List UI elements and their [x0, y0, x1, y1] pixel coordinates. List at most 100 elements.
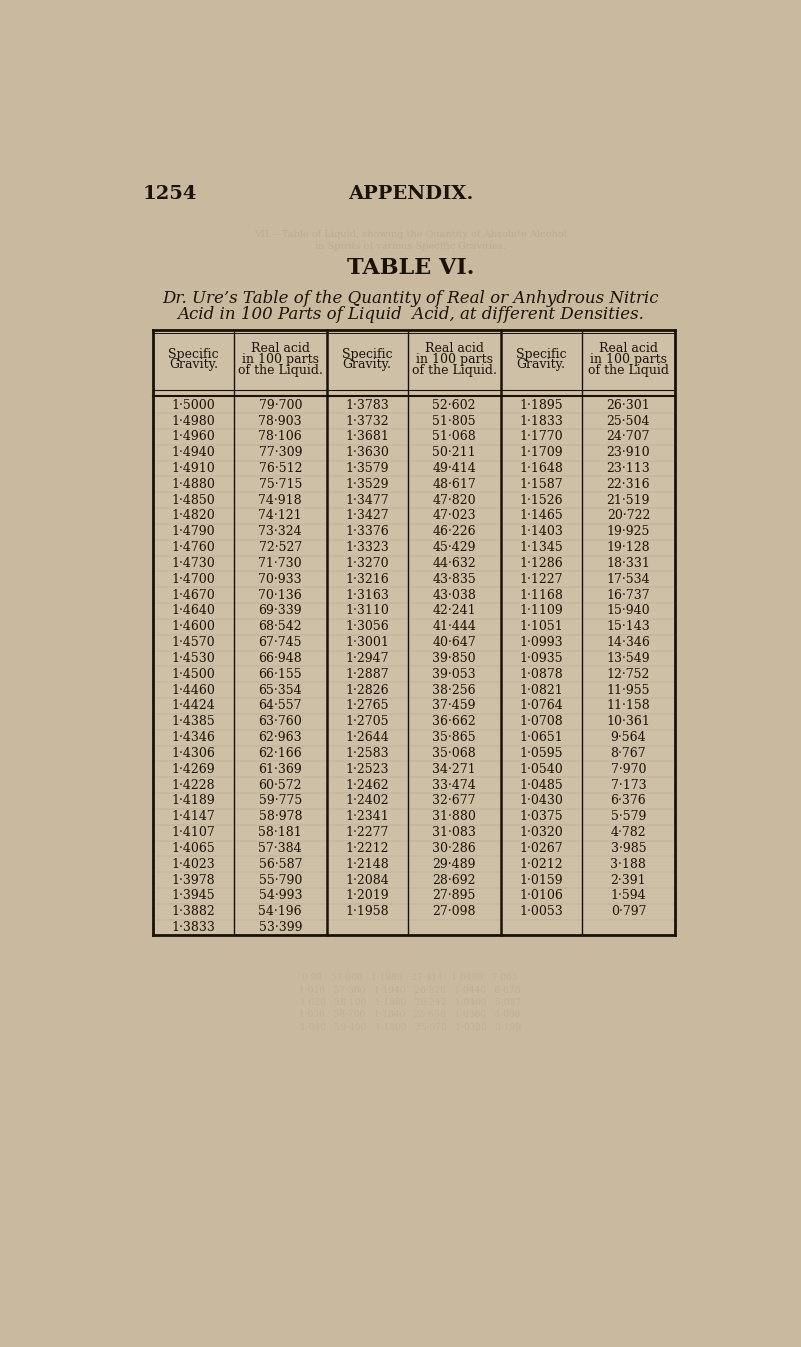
Text: 54·993: 54·993 [259, 889, 302, 902]
Text: 42·241: 42·241 [433, 605, 476, 617]
Text: 58·181: 58·181 [259, 826, 302, 839]
Text: 63·760: 63·760 [259, 715, 302, 729]
Text: 59·775: 59·775 [259, 795, 302, 807]
Text: 12·752: 12·752 [606, 668, 650, 680]
Text: 26·301: 26·301 [606, 399, 650, 412]
Text: Real acid: Real acid [425, 342, 484, 356]
Text: 1·1286: 1·1286 [519, 556, 563, 570]
Text: 1·2462: 1·2462 [345, 779, 389, 792]
Text: 78·106: 78·106 [259, 430, 302, 443]
Text: 57·384: 57·384 [259, 842, 302, 855]
Text: 1·4790: 1·4790 [171, 525, 215, 539]
Text: 1·3001: 1·3001 [345, 636, 389, 649]
Text: 21·519: 21·519 [606, 493, 650, 506]
Text: 1·010   57·500   1·1940   26·828   1·0440   6·076: 1·010 57·500 1·1940 26·828 1·0440 6·076 [300, 986, 521, 994]
Text: 1·3323: 1·3323 [345, 541, 389, 554]
Text: 1·1526: 1·1526 [519, 493, 563, 506]
Text: APPENDIX.: APPENDIX. [348, 185, 473, 203]
Text: 31·083: 31·083 [433, 826, 476, 839]
Text: 38·256: 38·256 [433, 684, 476, 696]
Text: 0·98   57·000   1·1980   27·414   1·0480   7·065: 0·98 57·000 1·1980 27·414 1·0480 7·065 [302, 974, 518, 982]
Text: TABLE VI.: TABLE VI. [347, 257, 474, 279]
Text: 1·5000: 1·5000 [171, 399, 215, 412]
Text: 33·474: 33·474 [433, 779, 476, 792]
Text: 62·166: 62·166 [259, 748, 302, 760]
Text: 1·2402: 1·2402 [345, 795, 389, 807]
Text: 1·1587: 1·1587 [519, 478, 563, 490]
Text: 1·1227: 1·1227 [519, 572, 563, 586]
Text: 1·0159: 1·0159 [519, 874, 563, 886]
Text: 47·023: 47·023 [433, 509, 476, 523]
Text: 14·346: 14·346 [606, 636, 650, 649]
Text: 29·489: 29·489 [433, 858, 476, 870]
Text: 1·4346: 1·4346 [171, 731, 215, 744]
Text: 56·587: 56·587 [259, 858, 302, 870]
Text: 1·2826: 1·2826 [345, 684, 389, 696]
Text: 10·361: 10·361 [606, 715, 650, 729]
Text: 1·4107: 1·4107 [171, 826, 215, 839]
Text: 39·053: 39·053 [433, 668, 476, 680]
Text: 1·0485: 1·0485 [519, 779, 563, 792]
Text: 1·3216: 1·3216 [345, 572, 389, 586]
Text: 51·068: 51·068 [433, 430, 476, 443]
Text: 1·3376: 1·3376 [345, 525, 389, 539]
Text: 62·963: 62·963 [259, 731, 302, 744]
Text: 1·0430: 1·0430 [519, 795, 563, 807]
Text: 1·0708: 1·0708 [519, 715, 563, 729]
Text: of the Liquid.: of the Liquid. [238, 364, 323, 377]
Text: 1·2019: 1·2019 [345, 889, 389, 902]
Text: 39·850: 39·850 [433, 652, 476, 665]
Text: 1·3732: 1·3732 [345, 415, 389, 427]
Text: 1·4385: 1·4385 [171, 715, 215, 729]
Text: 1·0540: 1·0540 [519, 762, 563, 776]
Text: 52·602: 52·602 [433, 399, 476, 412]
Text: 1·4500: 1·4500 [171, 668, 215, 680]
Text: 1·4850: 1·4850 [171, 493, 215, 506]
Text: 1·3477: 1·3477 [345, 493, 389, 506]
Text: 16·737: 16·737 [606, 589, 650, 602]
Text: 31·880: 31·880 [433, 811, 476, 823]
Text: 1·4600: 1·4600 [171, 621, 215, 633]
Text: 1·4730: 1·4730 [171, 556, 215, 570]
Text: 24·707: 24·707 [606, 430, 650, 443]
Text: 1·0320: 1·0320 [519, 826, 563, 839]
Text: 1·2084: 1·2084 [345, 874, 389, 886]
Text: 3·985: 3·985 [610, 842, 646, 855]
Text: 1·4640: 1·4640 [171, 605, 215, 617]
Text: 65·354: 65·354 [259, 684, 302, 696]
Text: 36·662: 36·662 [433, 715, 476, 729]
Text: 72·527: 72·527 [259, 541, 302, 554]
Text: 61·369: 61·369 [259, 762, 302, 776]
Text: 1·2277: 1·2277 [345, 826, 389, 839]
Text: 25·504: 25·504 [606, 415, 650, 427]
Text: 0·797: 0·797 [610, 905, 646, 919]
Text: of the Liquid.: of the Liquid. [412, 364, 497, 377]
Text: 20·722: 20·722 [606, 509, 650, 523]
Text: Gravity.: Gravity. [517, 358, 566, 372]
Text: 1·4760: 1·4760 [171, 541, 215, 554]
Text: 1·1895: 1·1895 [519, 399, 563, 412]
Text: 1·4424: 1·4424 [171, 699, 215, 713]
Text: 30·286: 30·286 [433, 842, 476, 855]
Text: 1·2644: 1·2644 [345, 731, 389, 744]
Text: 18·331: 18·331 [606, 556, 650, 570]
Text: 1·3579: 1·3579 [345, 462, 389, 475]
Text: 22·316: 22·316 [606, 478, 650, 490]
Text: 69·339: 69·339 [259, 605, 302, 617]
Text: 9·564: 9·564 [610, 731, 646, 744]
Text: 40·647: 40·647 [433, 636, 476, 649]
Text: VII.—Table of Liquid, showing the Quantity of Absolute Alcohol: VII.—Table of Liquid, showing the Quanti… [254, 230, 566, 240]
Text: 1·2765: 1·2765 [345, 699, 389, 713]
Text: 74·121: 74·121 [259, 509, 302, 523]
Text: 1·4700: 1·4700 [171, 572, 215, 586]
Text: 1·4189: 1·4189 [171, 795, 215, 807]
Text: 1·0106: 1·0106 [519, 889, 563, 902]
Text: 53·399: 53·399 [259, 921, 302, 933]
Text: 1·3783: 1·3783 [345, 399, 389, 412]
Text: 70·933: 70·933 [259, 572, 302, 586]
Text: 67·745: 67·745 [259, 636, 302, 649]
Text: 1·4980: 1·4980 [171, 415, 215, 427]
Text: 1·4530: 1·4530 [171, 652, 215, 665]
Text: 47·820: 47·820 [433, 493, 476, 506]
Text: 1·4670: 1·4670 [171, 589, 215, 602]
